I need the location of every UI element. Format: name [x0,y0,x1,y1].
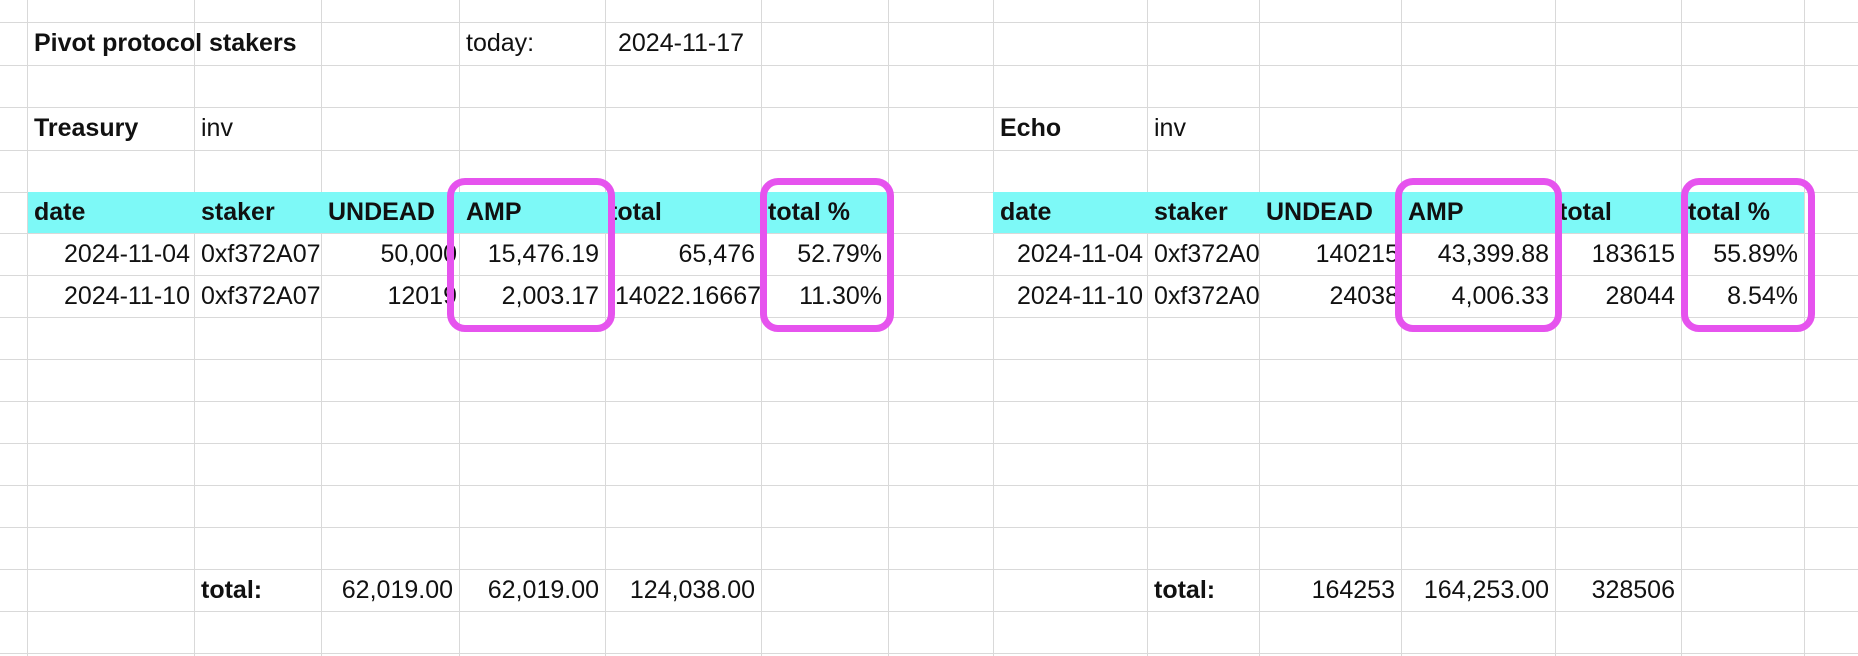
gridline [0,443,1858,444]
gridline [1555,0,1556,656]
echo-row-2-total[interactable]: 28044 [1605,282,1675,310]
treasury-row-1-undead[interactable]: 50,000 [380,240,457,268]
gridline [0,401,1858,402]
gridline [888,0,889,656]
treasury-total-label[interactable]: total: [201,576,263,604]
gridline [0,233,1858,234]
gridline [0,317,1858,318]
echo-header-total-pct[interactable]: total % [1688,198,1770,226]
gridline [1259,0,1260,656]
treasury-title[interactable]: Treasury [34,114,139,142]
echo-row-1-staker[interactable]: 0xf372A0 [1154,240,1259,268]
treasury-header-date[interactable]: date [34,198,86,226]
echo-total-label[interactable]: total: [1154,576,1216,604]
echo-row-2-undead[interactable]: 24038 [1329,282,1399,310]
echo-row-1-undead[interactable]: 140215 [1315,240,1399,268]
treasury-header-total-pct[interactable]: total % [768,198,850,226]
echo-row-2-amp[interactable]: 4,006.33 [1451,282,1549,310]
echo-header-undead[interactable]: UNDEAD [1266,198,1373,226]
treasury-total-total[interactable]: 124,038.00 [629,576,755,604]
treasury-header-total[interactable]: total [609,198,662,226]
gridline [1681,0,1682,656]
treasury-row-1-date[interactable]: 2024-11-04 [63,240,190,268]
treasury-total-amp[interactable]: 62,019.00 [487,576,599,604]
echo-title[interactable]: Echo [1000,114,1062,142]
gridline [0,65,1858,66]
gridline [321,0,322,656]
treasury-row-2-total-pct[interactable]: 11.30% [799,282,882,310]
gridline [0,150,1858,151]
treasury-row-1-staker[interactable]: 0xf372A07 [201,240,321,268]
treasury-row-2-amp[interactable]: 2,003.17 [501,282,599,310]
gridline [0,22,1858,23]
gridline [0,107,1858,108]
treasury-row-2-date[interactable]: 2024-11-10 [63,282,190,310]
gridline [0,611,1858,612]
echo-row-1-amp[interactable]: 43,399.88 [1437,240,1549,268]
echo-total-total[interactable]: 328506 [1591,576,1675,604]
echo-header-amp[interactable]: AMP [1408,198,1464,226]
gridline [0,527,1858,528]
gridline [0,359,1858,360]
gridline [0,485,1858,486]
echo-row-2-total-pct[interactable]: 8.54% [1727,282,1798,310]
gridline [1147,0,1148,656]
gridline [993,0,994,656]
sheet-title[interactable]: Pivot protocol stakers [34,29,297,57]
gridline [0,192,1858,193]
treasury-header-staker[interactable]: staker [201,198,275,226]
treasury-row-2-undead[interactable]: 12019 [387,282,457,310]
gridline [0,653,1858,654]
gridline [27,0,28,656]
today-value[interactable]: 2024-11-17 [618,29,745,57]
echo-total-amp[interactable]: 164,253.00 [1423,576,1549,604]
echo-row-1-date[interactable]: 2024-11-04 [1016,240,1143,268]
echo-amp-highlight [1395,178,1562,332]
treasury-row-1-total-pct[interactable]: 52.79% [797,240,882,268]
treasury-header-undead[interactable]: UNDEAD [328,198,435,226]
treasury-amp-highlight [447,178,615,332]
echo-header-total[interactable]: total [1559,198,1612,226]
treasury-row-2-staker[interactable]: 0xf372A07 [201,282,321,310]
treasury-header-amp[interactable]: AMP [466,198,522,226]
echo-row-1-total-pct[interactable]: 55.89% [1713,240,1798,268]
treasury-row-1-amp[interactable]: 15,476.19 [487,240,599,268]
treasury-total-undead[interactable]: 62,019.00 [341,576,453,604]
treasury-row-2-total[interactable]: 14022.16667 [615,282,761,310]
echo-header-date[interactable]: date [1000,198,1052,226]
treasury-total-pct-highlight [760,178,894,332]
echo-row-2-staker[interactable]: 0xf372A0 [1154,282,1259,310]
gridline [194,0,195,656]
echo-inv[interactable]: inv [1154,114,1186,142]
gridline [761,0,762,656]
treasury-inv[interactable]: inv [201,114,233,142]
treasury-row-1-total[interactable]: 65,476 [678,240,755,268]
echo-total-pct-highlight [1681,178,1815,332]
echo-total-undead[interactable]: 164253 [1311,576,1395,604]
gridline [0,569,1858,570]
echo-row-2-date[interactable]: 2024-11-10 [1016,282,1143,310]
today-label[interactable]: today: [466,29,535,57]
echo-row-1-total[interactable]: 183615 [1591,240,1675,268]
treasury-header-fill [28,192,888,233]
gridline [0,275,1858,276]
echo-header-staker[interactable]: staker [1154,198,1228,226]
